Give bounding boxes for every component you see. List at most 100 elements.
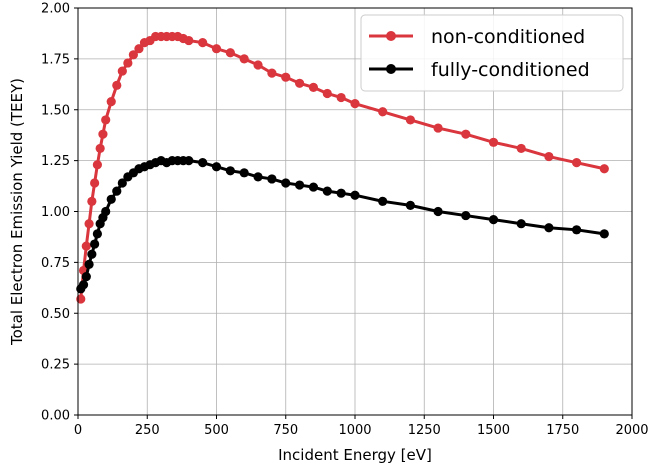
data-point — [198, 158, 208, 168]
data-point — [488, 215, 499, 225]
data-point — [461, 210, 471, 221]
data-point — [350, 190, 360, 200]
x-tick-label: 0 — [74, 423, 82, 438]
data-point — [599, 229, 609, 239]
y-tick-label: 0.00 — [41, 409, 70, 424]
data-point — [516, 143, 526, 154]
data-point — [84, 259, 94, 270]
y-tick-label: 1.25 — [41, 154, 70, 169]
data-point — [405, 200, 415, 210]
legend-label: non-conditioned — [431, 26, 585, 48]
data-point — [106, 97, 116, 107]
data-point — [281, 178, 291, 188]
x-tick-label: 1500 — [477, 423, 510, 438]
data-point — [433, 206, 443, 217]
series-fully-conditioned — [76, 156, 609, 294]
legend-entry-non-conditioned: non-conditioned — [369, 26, 585, 48]
data-point — [405, 115, 415, 125]
y-tick-label: 1.50 — [41, 103, 70, 118]
y-tick-label: 0.75 — [41, 256, 70, 271]
data-point — [123, 58, 133, 68]
data-point — [81, 241, 91, 251]
x-tick-label: 500 — [204, 423, 229, 438]
series-layer — [76, 31, 609, 304]
data-point — [572, 158, 582, 168]
y-tick-label: 0.25 — [41, 358, 70, 373]
data-point — [225, 48, 235, 58]
data-point — [281, 72, 291, 82]
data-point — [117, 66, 127, 76]
data-point — [98, 129, 108, 139]
data-point — [134, 44, 144, 54]
data-point — [295, 180, 305, 190]
data-point — [544, 151, 554, 162]
data-point — [95, 143, 105, 154]
data-point — [239, 54, 249, 64]
data-point — [378, 196, 388, 206]
data-point — [267, 174, 277, 184]
data-point — [117, 178, 127, 188]
data-point — [112, 186, 122, 196]
data-point — [336, 188, 346, 198]
data-point — [87, 249, 97, 259]
data-point — [92, 160, 102, 170]
data-point — [112, 80, 122, 90]
data-point — [239, 168, 249, 178]
x-tick-label: 1750 — [546, 423, 579, 438]
data-point — [78, 280, 89, 290]
data-point — [544, 223, 554, 233]
data-point — [211, 44, 222, 54]
data-point — [488, 137, 499, 147]
data-point — [92, 229, 102, 239]
legend-swatch-marker — [386, 31, 396, 41]
legend-label: fully-conditioned — [431, 59, 590, 81]
data-point — [225, 166, 235, 176]
y-axis-label: Total Electron Emission Yield (TEEY) — [8, 78, 26, 346]
legend: non-conditioned fully-conditioned — [360, 14, 624, 92]
data-point — [350, 99, 360, 109]
data-point — [253, 60, 263, 70]
x-tick-label: 2000 — [615, 423, 648, 438]
series-non-conditioned — [76, 31, 609, 304]
data-point — [308, 82, 319, 92]
data-point — [90, 178, 100, 188]
y-tick-label: 0.50 — [41, 307, 70, 322]
data-point — [90, 239, 100, 249]
data-point — [433, 123, 443, 133]
data-point — [101, 115, 111, 125]
series-line-fully-conditioned — [79, 159, 606, 291]
y-tick-label: 1.00 — [41, 205, 70, 220]
data-point — [308, 182, 319, 192]
data-point — [128, 50, 138, 60]
data-point — [184, 156, 194, 166]
x-axis-label: Incident Energy [eV] — [278, 446, 432, 464]
data-point — [106, 194, 116, 204]
data-point — [267, 68, 277, 78]
legend-swatch-marker — [386, 64, 396, 74]
x-tick-label: 250 — [135, 423, 160, 438]
data-point — [336, 92, 346, 103]
data-point — [516, 219, 526, 229]
legend-entry-fully-conditioned: fully-conditioned — [369, 59, 590, 81]
x-tick-label: 1250 — [408, 423, 441, 438]
data-point — [461, 129, 471, 139]
data-point — [84, 219, 94, 229]
data-point — [81, 272, 91, 282]
data-point — [322, 186, 332, 196]
data-point — [295, 78, 305, 88]
data-point — [322, 88, 332, 99]
data-point — [253, 172, 263, 182]
axis-ticks: 0 250 500 750 1000 1250 1500 1750 2000 0.00 0.25 0.… — [41, 2, 649, 439]
data-point — [198, 37, 208, 48]
legend-box — [360, 14, 624, 92]
data-point — [599, 164, 609, 174]
data-point — [211, 162, 222, 172]
y-tick-label: 1.75 — [41, 52, 70, 67]
y-tick-label: 2.00 — [41, 2, 70, 17]
x-tick-label: 750 — [273, 423, 298, 438]
data-point — [184, 35, 194, 46]
data-point — [87, 196, 97, 206]
x-tick-label: 1000 — [338, 423, 371, 438]
data-point — [572, 225, 582, 235]
